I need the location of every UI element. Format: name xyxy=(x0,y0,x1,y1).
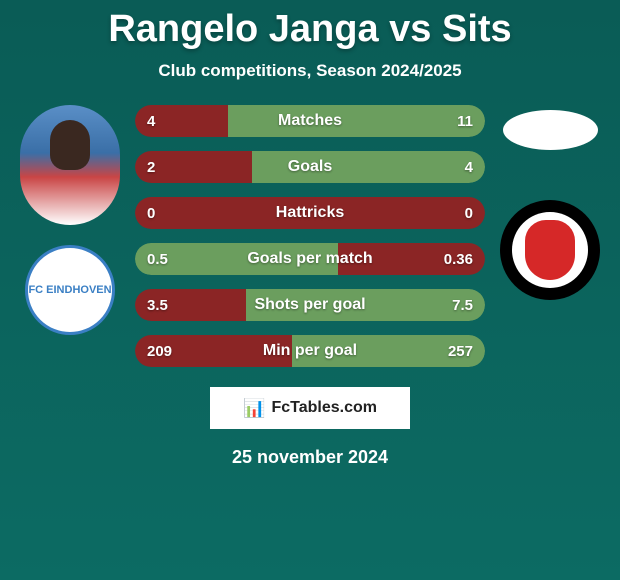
stat-left-value: 0 xyxy=(147,205,155,222)
club-badge-right xyxy=(500,200,600,300)
stat-left-value: 4 xyxy=(147,113,155,130)
stat-label: Shots per goal xyxy=(254,296,365,314)
player-photo-right xyxy=(503,110,598,150)
stat-right-value: 0.36 xyxy=(444,251,473,268)
player-photo-left xyxy=(20,105,120,225)
stat-row: 0 Hattricks 0 xyxy=(135,197,485,229)
stat-row: 2 Goals 4 xyxy=(135,151,485,183)
stat-right-value: 11 xyxy=(457,113,473,130)
branding-text: FcTables.com xyxy=(271,399,377,417)
stat-left-value: 2 xyxy=(147,159,155,176)
stat-row: 0.5 Goals per match 0.36 xyxy=(135,243,485,275)
stat-row: 4 Matches 11 xyxy=(135,105,485,137)
page-title: Rangelo Janga vs Sits xyxy=(0,0,620,51)
left-player-column: FC EINDHOVEN xyxy=(10,105,130,335)
stat-bar-right xyxy=(252,151,485,183)
right-player-column xyxy=(490,105,610,300)
main-content: FC EINDHOVEN 4 Matches 11 2 Goals 4 0 Hattricks… xyxy=(0,105,620,367)
stat-label: Min per goal xyxy=(263,342,357,360)
stat-right-value: 257 xyxy=(448,343,473,360)
stat-label: Goals xyxy=(288,158,332,176)
stat-left-value: 3.5 xyxy=(147,297,168,314)
stat-row: 3.5 Shots per goal 7.5 xyxy=(135,289,485,321)
stat-label: Matches xyxy=(278,112,342,130)
stat-right-value: 4 xyxy=(465,159,473,176)
stat-left-value: 209 xyxy=(147,343,172,360)
stat-bar-right xyxy=(228,105,485,137)
branding-badge: 📊 FcTables.com xyxy=(210,387,410,429)
stat-label: Hattricks xyxy=(276,204,344,222)
stat-right-value: 7.5 xyxy=(452,297,473,314)
stat-row: 209 Min per goal 257 xyxy=(135,335,485,367)
date-label: 25 november 2024 xyxy=(0,447,620,468)
stat-label: Goals per match xyxy=(247,250,372,268)
chart-icon: 📊 xyxy=(243,398,265,419)
subtitle: Club competitions, Season 2024/2025 xyxy=(0,61,620,81)
club-badge-left: FC EINDHOVEN xyxy=(25,245,115,335)
stat-right-value: 0 xyxy=(465,205,473,222)
stat-left-value: 0.5 xyxy=(147,251,168,268)
stats-container: 4 Matches 11 2 Goals 4 0 Hattricks 0 0.5 Goals per… xyxy=(130,105,490,367)
